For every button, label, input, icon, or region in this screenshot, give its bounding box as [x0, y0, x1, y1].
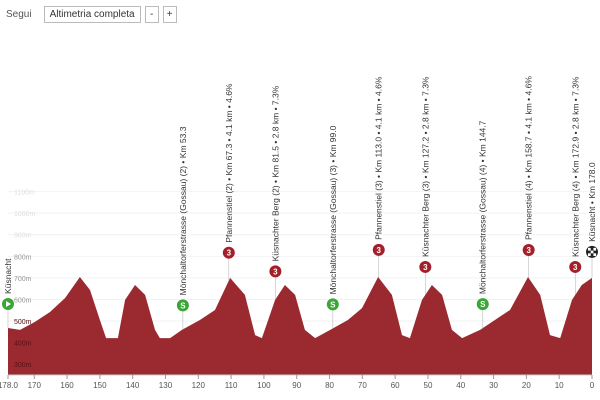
y-tick-label: 500m: [14, 319, 32, 326]
annotation: 3 Küsnachter Berg (3) • Km 127.2 • 2.8 km…: [419, 76, 432, 295]
x-tick-label: 50: [424, 381, 433, 390]
annotation-icon: [372, 243, 385, 256]
annotation-label: Mönchaltorferstrasse (Gossau) (3) • Km 9…: [328, 125, 338, 294]
annotation-label: Küsnachter Berg (4) • Km 172.9 • 2.8 km …: [570, 76, 580, 257]
x-tick-label: 120: [192, 381, 206, 390]
annotation-label: Mönchaltorferstrasse (Gossau) (4) • Km 1…: [478, 120, 488, 294]
annotation-icon-label: S: [180, 301, 186, 310]
finish-check: [590, 250, 594, 254]
x-tick-label: 140: [126, 381, 140, 390]
annotation-icon-label: 3: [526, 246, 531, 255]
annotation-icon: [326, 298, 339, 311]
finish-check: [588, 253, 591, 256]
annotation-icon-label: 3: [377, 246, 382, 255]
x-tick-label: 178.0: [0, 381, 19, 390]
annotation-icon-label: S: [330, 300, 336, 309]
annotation: 3 Küsnachter Berg (4) • Km 172.9 • 2.8 km…: [569, 76, 582, 295]
x-tick-label: 110: [225, 381, 238, 390]
x-tick-label: 130: [159, 381, 173, 390]
annotation-icon: [419, 260, 432, 273]
x-tick-label: 70: [358, 381, 367, 390]
annotation-icon: [269, 265, 282, 278]
x-tick-label: 80: [325, 381, 334, 390]
zoom-out[interactable]: -: [144, 6, 159, 23]
annotation: 3 Pfannenstiel (2) • Km 67.3 • 4.1 km • 4…: [222, 83, 235, 281]
annotation-icon: [476, 298, 489, 311]
x-tick-label: 150: [93, 381, 107, 390]
annotation-icon: [176, 299, 189, 312]
annotation-icon-label: S: [480, 300, 486, 309]
annotation: 3 Pfannenstiel (4) • Km 158.7 • 4.1 km • …: [522, 76, 535, 278]
annotation: S Mönchaltorferstrasse (Gossau) (2) • Km …: [176, 126, 189, 330]
x-tick-label: 170: [28, 381, 42, 390]
x-tick-label: 60: [391, 381, 400, 390]
finish-check: [593, 253, 597, 256]
annotation-icon-label: 3: [227, 249, 232, 258]
annotation-icon-label: 3: [423, 263, 428, 272]
annotation-label: Küsnachter Berg (3) • Km 127.2 • 2.8 km …: [420, 76, 430, 257]
annotation-label: Pfannenstiel (3) • Km 113.0 • 4.1 km • 4…: [374, 76, 384, 240]
annotation-label: Pfannenstiel (4) • Km 158.7 • 4.1 km • 4…: [524, 76, 534, 240]
y-tick-label: 800m: [14, 254, 32, 261]
annotation-label: Küsnacht • Km 178.0: [587, 162, 597, 242]
annotation: S Mönchaltorferstrasse (Gossau) (3) • Km …: [326, 125, 339, 329]
annotation: Küsnacht: [2, 258, 14, 328]
finish-check: [593, 247, 597, 251]
x-tick-label: 160: [60, 381, 74, 390]
x-tick-label: 30: [489, 381, 498, 390]
x-tick-label: 40: [456, 381, 465, 390]
y-tick-label: 600m: [14, 297, 32, 304]
y-tick-label: 400m: [14, 341, 32, 348]
y-tick-label: 700m: [14, 276, 32, 283]
start-flag: [6, 300, 11, 307]
y-tick-label: 1000m: [14, 211, 36, 218]
annotation: 3 Küsnachter Berg (2) • Km 81.5 • 2.8 km …: [269, 85, 282, 300]
y-tick-label: 900m: [14, 233, 32, 240]
annotation: S Mönchaltorferstrasse (Gossau) (4) • Km …: [476, 120, 489, 329]
annotation-icon-label: 3: [573, 263, 578, 272]
x-tick-label: 0: [590, 381, 595, 390]
x-tick-label: 20: [522, 381, 531, 390]
annotation-label: Mönchaltorferstrasse (Gossau) (2) • Km 5…: [178, 126, 188, 295]
x-tick-label: 100: [257, 381, 271, 390]
y-tick-label: 300m: [14, 362, 32, 369]
annotation-icon: [222, 246, 235, 259]
annotation: Küsnacht • Km 178.0: [586, 162, 598, 278]
zoom-in[interactable]: +: [162, 6, 177, 23]
annotation-icon: [569, 260, 582, 273]
x-tick-label: 10: [555, 381, 564, 390]
annotation-icon-label: 3: [273, 267, 278, 276]
annotation: 3 Pfannenstiel (3) • Km 113.0 • 4.1 km • …: [372, 76, 385, 278]
annotation-label: Küsnacht: [3, 258, 13, 294]
view-select[interactable]: Altimetria completa: [43, 6, 141, 23]
x-tick-label: 90: [292, 381, 301, 390]
y-tick-label: 1100m: [14, 190, 35, 197]
annotation-label: Küsnachter Berg (2) • Km 81.5 • 2.8 km •…: [270, 85, 280, 261]
finish-check: [588, 247, 591, 251]
annotation-label: Pfannenstiel (2) • Km 67.3 • 4.1 km • 4.…: [224, 83, 234, 243]
elevation-area: [8, 277, 592, 375]
follow-label[interactable]: Segui: [6, 9, 32, 20]
annotation-icon: [522, 243, 535, 256]
controls: Segui Altimetria completa - +: [6, 6, 177, 23]
